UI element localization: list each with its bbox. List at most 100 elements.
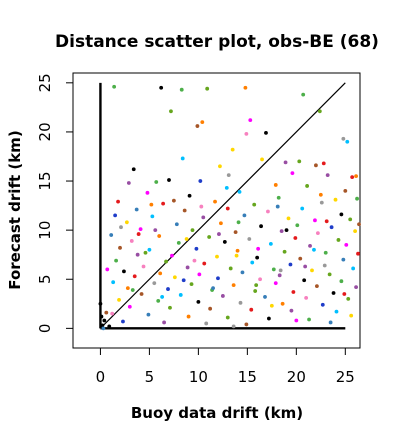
x-tick-label: 5 xyxy=(145,368,155,386)
scatter-point xyxy=(215,254,219,259)
scatter-point xyxy=(126,181,131,185)
scatter-point xyxy=(182,208,187,213)
scatter-point xyxy=(231,283,236,288)
scatter-point xyxy=(342,292,347,296)
scatter-point xyxy=(294,318,299,323)
scatter-point xyxy=(228,266,233,271)
scatter-point xyxy=(320,302,325,307)
scatter-point xyxy=(233,230,238,235)
scatter-point xyxy=(179,87,184,92)
scatter-point xyxy=(176,241,181,245)
scatter-point xyxy=(170,253,174,258)
y-axis-label: Forecast drift (km) xyxy=(6,130,24,289)
scatter-point xyxy=(258,277,262,282)
scatter-point xyxy=(216,276,220,281)
scatter-point xyxy=(217,232,221,236)
scatter-point xyxy=(99,314,104,319)
scatter-point xyxy=(119,225,123,230)
scatter-point xyxy=(131,167,136,172)
scatter-point xyxy=(132,274,137,279)
scatter-point xyxy=(242,213,247,218)
scatter-point xyxy=(286,216,291,221)
scatter-point xyxy=(208,306,213,311)
scatter-point xyxy=(149,202,154,207)
scatter-point xyxy=(100,323,105,328)
scatter-point xyxy=(231,324,236,329)
scatter-point xyxy=(269,303,274,308)
scatter-point xyxy=(308,243,312,248)
scatter-point xyxy=(279,229,284,234)
scatter-point xyxy=(349,313,354,318)
scatter-point xyxy=(293,236,298,240)
scatter-point xyxy=(331,291,336,295)
scatter-point xyxy=(197,272,202,277)
scatter-point xyxy=(107,324,112,329)
y-tick-label: 25 xyxy=(36,73,54,92)
scatter-point xyxy=(350,175,355,180)
scatter-point xyxy=(315,231,320,235)
scatter-point xyxy=(250,260,255,265)
scatter-point xyxy=(282,249,287,254)
scatter-point xyxy=(141,264,146,269)
scatter-point xyxy=(156,298,161,303)
scatter-point xyxy=(321,161,326,166)
scatter-point xyxy=(317,109,322,114)
scatter-point xyxy=(186,314,191,319)
scatter-point xyxy=(298,256,303,261)
scatter-point xyxy=(169,109,173,114)
scatter-point xyxy=(200,120,205,125)
scatter-point xyxy=(196,299,201,304)
scatter-point xyxy=(333,197,338,202)
scatter-point xyxy=(301,92,306,97)
scatter-point xyxy=(211,286,215,290)
scatter-point xyxy=(291,290,296,294)
scatter-point xyxy=(264,131,268,135)
scatter-point xyxy=(322,263,327,268)
scatter-point xyxy=(145,190,150,195)
scatter-point xyxy=(280,301,285,306)
scatter-point xyxy=(116,199,120,204)
scatter-point xyxy=(351,266,356,271)
y-axis: 0 5 10 15 20 25 xyxy=(36,73,74,333)
scatter-point xyxy=(236,220,241,225)
scatter-point xyxy=(167,178,171,182)
y-tick-label: 10 xyxy=(36,221,54,240)
scatter-point xyxy=(230,147,235,152)
scatter-point xyxy=(187,193,192,198)
scatter-point xyxy=(124,220,129,225)
scatter-point xyxy=(244,131,249,136)
scatter-point xyxy=(218,164,222,169)
scatter-point xyxy=(255,255,260,260)
scatter-point xyxy=(127,304,132,309)
scatter-point xyxy=(195,124,200,128)
scatter-point xyxy=(129,239,134,243)
scatter-point xyxy=(134,207,139,212)
scatter-point xyxy=(225,206,230,211)
scatter-point xyxy=(104,310,109,315)
scatter-point xyxy=(325,173,330,178)
scatter-point xyxy=(146,312,151,317)
scatter-point xyxy=(254,283,259,288)
scatter-point xyxy=(181,278,186,283)
reference-lines xyxy=(99,82,346,330)
scatter-point xyxy=(253,289,258,293)
scatter-point xyxy=(356,251,360,256)
scatter-point xyxy=(166,287,170,291)
scatter-point xyxy=(240,270,245,275)
data-points xyxy=(98,84,361,331)
scatter-point xyxy=(122,269,126,274)
scatter-point xyxy=(113,213,118,218)
scatter-point xyxy=(247,237,252,241)
scatter-point xyxy=(259,224,263,229)
scatter-point xyxy=(111,280,116,285)
scatter-point xyxy=(226,173,231,178)
scatter-point xyxy=(105,267,110,272)
scatter-point xyxy=(315,284,319,289)
scatter-point xyxy=(244,322,249,327)
scatter-point xyxy=(284,228,289,233)
scatter-point xyxy=(355,196,359,201)
scatter-point xyxy=(219,221,223,226)
scatter-point xyxy=(198,179,203,183)
y-tick-label: 5 xyxy=(36,274,54,284)
scatter-point xyxy=(300,206,305,211)
